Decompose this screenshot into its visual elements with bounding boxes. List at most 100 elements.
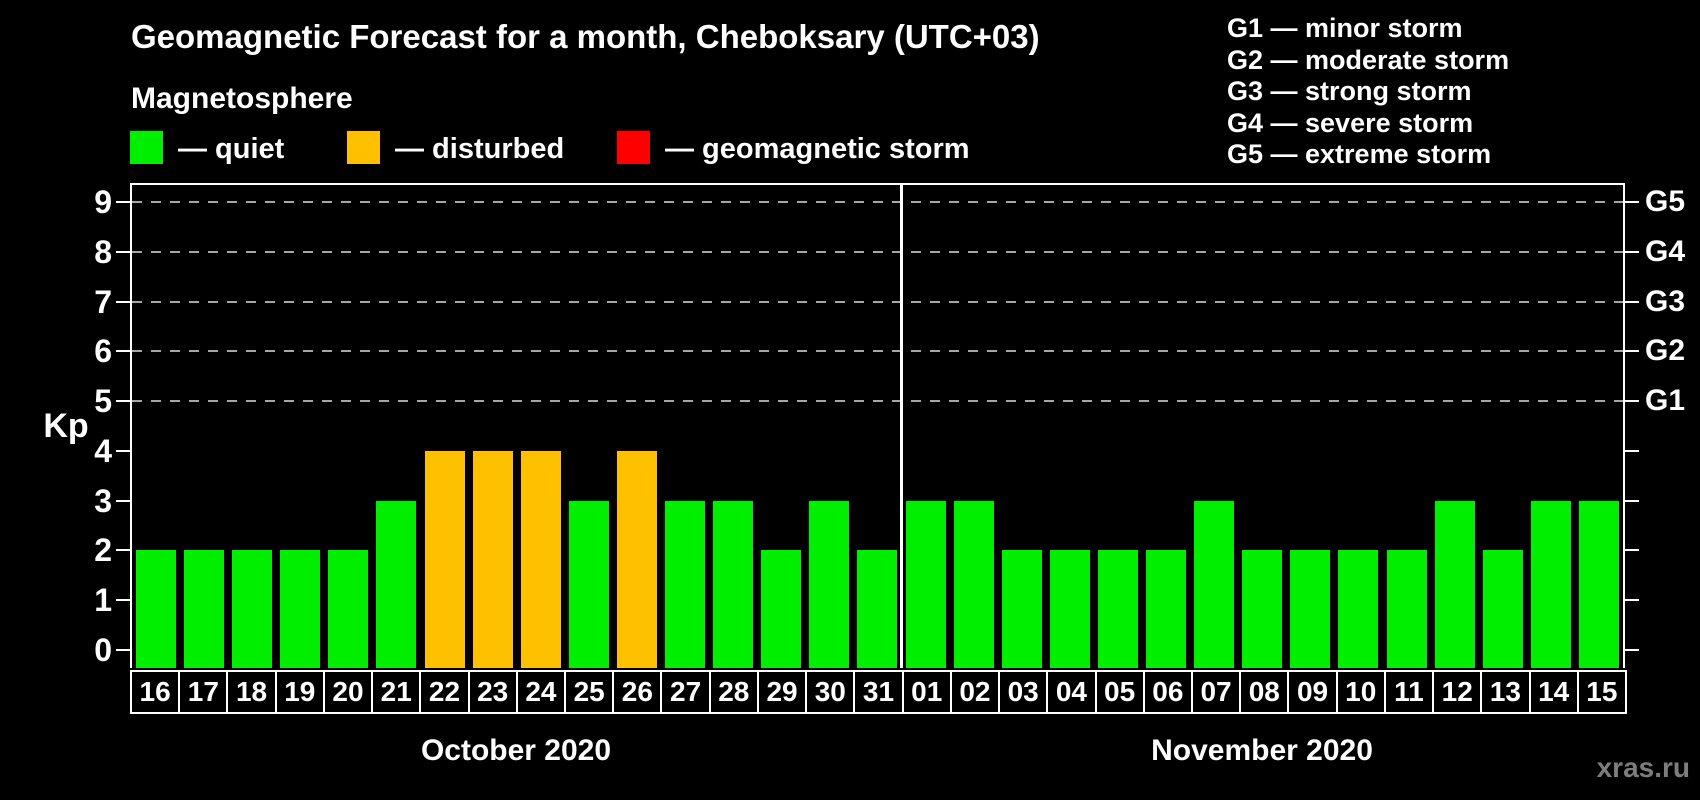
kp-bar — [761, 550, 802, 668]
g-axis-label-g3: G3 — [1645, 284, 1686, 318]
y-axis-tick — [116, 599, 130, 602]
y-axis-tick — [116, 350, 130, 353]
day-label: 11 — [1383, 670, 1435, 714]
y-axis-tick — [116, 400, 130, 403]
kp-bar — [568, 500, 609, 668]
kp-bar — [905, 500, 946, 668]
day-label: 21 — [371, 670, 422, 714]
gridline-kp8 — [132, 250, 1623, 253]
g-scale-legend: G1 — minor storm G2 — moderate storm G3 … — [1227, 13, 1509, 171]
day-label: 24 — [515, 670, 567, 714]
g-legend-item-g3: G3 — strong storm — [1227, 76, 1472, 106]
gridline-kp6 — [132, 350, 1623, 353]
g-axis-label-g5: G5 — [1645, 185, 1686, 218]
kp-bar — [809, 500, 850, 668]
kp-bar — [520, 450, 561, 668]
kp-bar — [1146, 550, 1187, 668]
kp-bar — [1530, 500, 1571, 668]
y-axis-tick-label: 7 — [94, 283, 112, 320]
kp-bar — [665, 500, 706, 668]
kp-bar — [184, 550, 225, 668]
day-label: 09 — [1287, 670, 1338, 714]
kp-bar — [1338, 550, 1379, 668]
quiet-color-swatch — [130, 131, 163, 164]
day-label: 14 — [1528, 670, 1579, 714]
right-axis-tick — [1625, 400, 1639, 403]
kp-bar — [136, 550, 176, 668]
day-label: 10 — [1335, 670, 1386, 714]
day-label: 17 — [178, 670, 229, 714]
kp-bar — [713, 500, 754, 668]
right-axis-tick — [1625, 350, 1639, 353]
day-label: 31 — [853, 670, 904, 714]
kp-bar — [1290, 550, 1331, 668]
kp-bar — [616, 450, 657, 668]
kp-bar — [1049, 550, 1090, 668]
day-label: 25 — [564, 670, 615, 714]
gridline-kp7 — [132, 300, 1623, 303]
day-label: 04 — [1046, 670, 1097, 714]
day-label: 08 — [1239, 670, 1290, 714]
month-label-october: October 2020 — [420, 734, 612, 767]
g-axis-label-g2: G2 — [1645, 334, 1686, 368]
y-axis-tick-label: 2 — [94, 532, 112, 569]
month-label-november: November 2020 — [1151, 734, 1373, 767]
day-label: 07 — [1190, 670, 1242, 714]
y-axis-tick-label: 4 — [94, 432, 112, 469]
y-axis-tick-label: 3 — [94, 482, 112, 519]
y-axis-tick-label: 6 — [94, 333, 112, 370]
day-label: 20 — [322, 670, 374, 714]
kp-bar — [328, 550, 369, 668]
y-axis-tick — [116, 449, 130, 452]
day-label: 16 — [130, 670, 181, 714]
month-separator — [900, 185, 904, 668]
day-label: 29 — [756, 670, 808, 714]
legend-label-geomagnetic-storm: — geomagnetic storm — [665, 133, 970, 165]
y-axis-title-kp: Kp — [43, 407, 89, 445]
right-axis-tick — [1625, 300, 1639, 303]
legend-label-quiet: — quiet — [178, 133, 285, 165]
kp-bar — [1194, 500, 1235, 668]
kp-bar — [376, 500, 417, 668]
g-legend-item-g5: G5 — extreme storm — [1227, 139, 1492, 169]
day-label: 22 — [419, 670, 470, 714]
kp-bar — [953, 500, 994, 668]
day-label: 05 — [1094, 670, 1145, 714]
day-axis-row: 16 17 18 19 20 21 22 23 24 25 26 27 28 29 30 31 01 02 03 04… — [130, 670, 1627, 714]
kp-bar — [1001, 550, 1042, 668]
y-axis-tick — [116, 250, 130, 253]
storm-color-swatch — [617, 131, 650, 164]
g-axis-label-g4: G4 — [1645, 234, 1686, 268]
day-label: 01 — [901, 670, 952, 714]
g-axis-label-g1: G1 — [1645, 384, 1686, 418]
gridline-kp5 — [132, 400, 1623, 403]
kp-bar — [424, 450, 465, 668]
kp-bar — [280, 550, 321, 668]
legend-item-disturbed: — disturbed — [347, 131, 607, 165]
right-axis-tick — [1625, 499, 1639, 502]
kp-bar — [472, 450, 513, 668]
kp-bar — [232, 550, 273, 668]
day-label: 03 — [998, 670, 1049, 714]
kp-bar — [1434, 500, 1475, 668]
plot-area: 0 1 2 3 4 5 6 7 8 9 G1 G2 G3 G4 G5 — [94, 183, 1685, 668]
day-label: 02 — [949, 670, 1001, 714]
y-axis-tick — [116, 499, 130, 502]
day-label: 23 — [467, 670, 518, 714]
day-label: 28 — [708, 670, 759, 714]
day-label: 27 — [660, 670, 711, 714]
y-axis-tick-label: 9 — [94, 184, 112, 220]
day-label: 30 — [805, 670, 856, 714]
day-label: 13 — [1480, 670, 1531, 714]
day-label: 26 — [612, 670, 663, 714]
day-label: 18 — [226, 670, 277, 714]
kp-bar — [1578, 500, 1619, 668]
legend-item-geomagnetic-storm: — geomagnetic storm — [617, 131, 970, 165]
page-title: Geomagnetic Forecast for a month, Chebok… — [131, 18, 1040, 55]
y-axis-tick — [116, 201, 130, 203]
subtitle-magnetosphere: Magnetosphere — [131, 82, 353, 115]
day-label: 19 — [274, 670, 325, 714]
kp-bar — [1386, 550, 1427, 668]
gridline-kp9 — [132, 201, 1623, 203]
